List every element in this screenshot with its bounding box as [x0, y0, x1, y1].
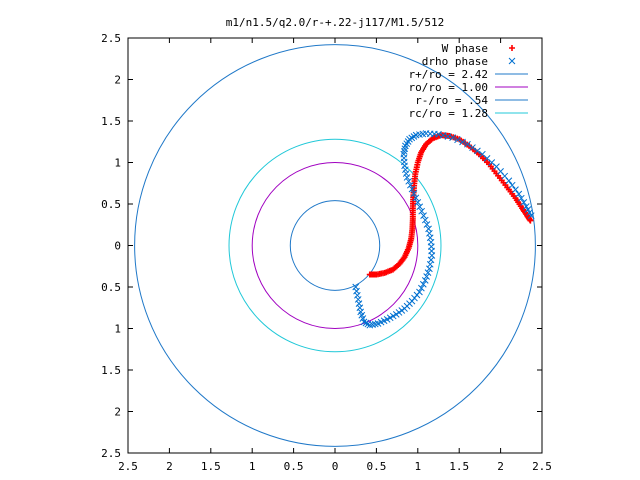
y-tick-label: 1.5	[101, 364, 121, 377]
drho-phase-point	[405, 177, 413, 185]
drho-phase-point	[423, 273, 430, 280]
drho-phase-point	[459, 138, 466, 146]
drho-phase-point	[512, 186, 519, 193]
drho-phase-point	[527, 212, 535, 219]
drho-phase-point	[355, 300, 363, 307]
x-tick-label: 2	[166, 460, 173, 473]
y-tick-label: 0.5	[101, 281, 121, 294]
points-layer	[352, 130, 535, 329]
drho-phase-point	[424, 269, 432, 276]
legend-label: rc/ro = 1.28	[409, 107, 488, 120]
drho-phase-point	[423, 221, 431, 228]
drho-phase-point	[508, 181, 516, 189]
x-tick-label: 2	[497, 460, 504, 473]
y-tick-label: 2	[114, 406, 121, 419]
legend-label: W phase	[442, 42, 488, 55]
x-tick-label: 2.5	[532, 460, 552, 473]
drho-phase-point	[421, 277, 429, 284]
drho-phase-point	[464, 140, 471, 148]
drho-phase-point	[354, 296, 362, 303]
x-ticks: 2.5 2 1.5 1 0.5 0 0.5 1 1.5 2 2.5	[118, 38, 552, 473]
legend-label: drho phase	[422, 55, 488, 68]
y-tick-label: 0.5	[101, 198, 121, 211]
legend-label: r-/ro = .54	[415, 94, 488, 107]
drho-phase-point	[406, 181, 414, 189]
x-tick-label: 2.5	[118, 460, 138, 473]
drho-phase-point	[410, 190, 418, 197]
drho-phase-point	[416, 203, 424, 211]
drho-phase-point	[354, 291, 361, 299]
y-tick-label: 2.5	[101, 32, 121, 45]
drho-phase-point	[418, 284, 425, 292]
drho-phase-point	[469, 144, 476, 151]
y-tick-label: 1.5	[101, 115, 121, 128]
drho-phase-point	[421, 216, 429, 224]
drho-phase-point	[517, 194, 525, 202]
drho-phase-point	[425, 225, 432, 233]
y-tick-label: 0	[114, 240, 121, 253]
drho-phase-point	[515, 190, 523, 198]
x-tick-label: 1.5	[201, 460, 221, 473]
drho-phase-point	[449, 134, 456, 141]
drho-phase-point	[416, 288, 423, 296]
circles-layer	[134, 44, 536, 447]
drho-phase-point	[408, 185, 416, 193]
drho-phase-point	[414, 198, 422, 206]
x-tick-label: 0.5	[366, 460, 386, 473]
chart-title: m1/n1.5/q2.0/r-+.22-j117/M1.5/512	[226, 16, 445, 29]
drho-phase-point	[418, 207, 426, 215]
y-ticks: 2.5 2 1.5 1 0.5 0 0.5 1 1.5 2 2.5	[101, 32, 542, 460]
drho-phase-point	[520, 198, 528, 206]
y-tick-label: 1	[114, 323, 121, 336]
circle-rc-series	[228, 138, 442, 353]
drho-phase-point	[420, 212, 427, 219]
x-tick-label: 1	[414, 460, 421, 473]
drho-phase-point	[505, 177, 513, 185]
drho-phase-point	[419, 280, 427, 288]
x-tick-label: 0	[332, 460, 339, 473]
y-tick-label: 1	[114, 157, 121, 170]
circle-r+-series	[134, 44, 536, 447]
drho-phase-point	[356, 304, 364, 312]
legend-key-drho-phase	[508, 57, 516, 65]
w-phase-point	[527, 217, 534, 224]
drho-phase-point	[412, 194, 420, 202]
legend-label: ro/ro = 1.00	[409, 81, 488, 94]
drho-phase-point	[360, 318, 368, 326]
drho-phase-point	[353, 287, 360, 295]
legend-key-w-phase	[509, 45, 515, 51]
circle-ro-series	[251, 162, 419, 329]
drho-phase-point	[454, 136, 461, 144]
y-tick-label: 2.5	[101, 447, 121, 460]
circle-r--series	[289, 200, 381, 291]
x-tick-label: 1.5	[449, 460, 469, 473]
x-tick-label: 0.5	[284, 460, 304, 473]
legend-label: r+/ro = 2.42	[409, 68, 488, 81]
drho-phase-point	[362, 319, 370, 327]
x-tick-label: 1	[249, 460, 256, 473]
drho-phase-point	[474, 147, 481, 155]
y-tick-label: 2	[114, 74, 121, 87]
